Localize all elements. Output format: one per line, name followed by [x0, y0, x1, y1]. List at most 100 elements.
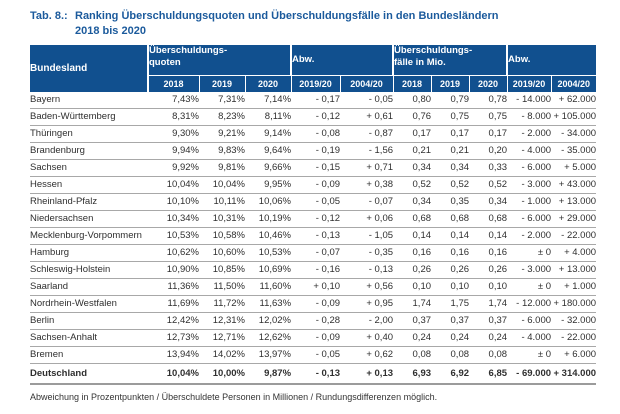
table-row: Niedersachsen 10,34% 10,31% 10,19% - 0,12 + 0…	[30, 210, 597, 228]
cell-bundesland: Thüringen	[30, 125, 148, 143]
table-row: Thüringen 9,30% 9,21% 9,14% - 0,08- 0,87 0,17…	[30, 125, 597, 143]
cell-quote-2018: 10,04%	[148, 176, 199, 194]
cell-quote-2020: 7,14%	[245, 91, 292, 109]
cell-faelle-2018: 0,34	[393, 193, 432, 211]
ranking-table: Bundesland Überschuldungs- quoten Abw. Ü…	[30, 45, 597, 385]
cell-abw-quote-2004-20: - 0,87	[340, 125, 394, 143]
cell-faelle-2020: 0,68	[469, 210, 508, 228]
cell-abw-quote-2019-20: - 0,09	[291, 295, 341, 313]
cell-abw-quote-2019-20: - 0,09	[291, 176, 341, 194]
cell-abw-faelle-2004-20: + 180.000	[551, 295, 597, 313]
cell-faelle-2019: 0,37	[431, 312, 470, 330]
cell-faelle-2020: 0,75	[469, 108, 508, 126]
cell-quote-2018: 9,30%	[148, 125, 199, 143]
cell-faelle-2018: 0,76	[393, 108, 432, 126]
cell-abw-faelle-2019-20: - 2.000	[507, 125, 552, 143]
table-row: Hamburg 10,62% 10,60% 10,53% - 0,07- 0,35 0,1…	[30, 244, 597, 262]
cell-abw-quote-2004-20: + 0,62	[340, 346, 394, 364]
cell-faelle-2019: 0,52	[431, 176, 470, 194]
cell-abw-quote-2004-20: + 0,56	[340, 278, 394, 296]
cell-quote-2020: 9,87%	[245, 362, 292, 385]
cell-quote-2018: 11,36%	[148, 278, 199, 296]
cell-quote-2018: 10,90%	[148, 261, 199, 279]
cell-quote-2018: 10,10%	[148, 193, 199, 211]
header-abw-faelle-2019-20: 2019/20	[506, 74, 552, 92]
cell-abw-quote-2004-20: + 0,40	[340, 329, 394, 347]
cell-faelle-2018: 6,93	[393, 362, 432, 385]
cell-abw-quote-2019-20: - 0,13	[291, 227, 341, 245]
cell-abw-faelle-2019-20: - 6.000	[507, 312, 552, 330]
table-header: Bundesland Überschuldungs- quoten Abw. Ü…	[30, 45, 597, 92]
cell-abw-faelle-2004-20: + 13.000	[551, 193, 597, 211]
cell-abw-faelle-2019-20: - 6.000	[507, 159, 552, 177]
cell-abw-faelle-2004-20: + 314.000	[551, 362, 597, 385]
table-row: Rheinland-Pfalz 10,10% 10,11% 10,06% - 0,05-…	[30, 193, 597, 211]
cell-abw-quote-2004-20: - 1,05	[340, 227, 394, 245]
cell-faelle-2018: 0,52	[393, 176, 432, 194]
cell-faelle-2018: 0,37	[393, 312, 432, 330]
cell-abw-faelle-2019-20: - 14.000	[507, 91, 552, 109]
cell-faelle-2020: 0,14	[469, 227, 508, 245]
cell-abw-faelle-2004-20: - 22.000	[551, 329, 597, 347]
cell-quote-2019: 10,58%	[199, 227, 245, 245]
cell-quote-2019: 8,23%	[199, 108, 245, 126]
cell-faelle-2018: 0,68	[393, 210, 432, 228]
cell-quote-2019: 10,85%	[199, 261, 245, 279]
cell-quote-2018: 10,04%	[148, 362, 199, 385]
header-faelle-2018: 2018	[392, 74, 432, 92]
cell-faelle-2019: 0,26	[431, 261, 470, 279]
cell-quote-2020: 10,46%	[245, 227, 292, 245]
cell-quote-2020: 9,64%	[245, 142, 292, 160]
header-group-quoten: Überschuldungs- quoten	[146, 45, 292, 75]
cell-quote-2019: 10,31%	[199, 210, 245, 228]
cell-faelle-2019: 0,68	[431, 210, 470, 228]
cell-quote-2018: 13,94%	[148, 346, 199, 364]
cell-abw-quote-2004-20: + 0,06	[340, 210, 394, 228]
cell-abw-quote-2004-20: - 0,07	[340, 193, 394, 211]
table-row: Sachsen 9,92% 9,81% 9,66% - 0,15 + 0,71 0,34 0,…	[30, 159, 597, 177]
cell-quote-2018: 8,31%	[148, 108, 199, 126]
table-title-text: Ranking Überschuldungsquoten und Übersch…	[75, 9, 595, 39]
header-group-row: Bundesland Überschuldungs- quoten Abw. Ü…	[30, 45, 597, 92]
cell-quote-2018: 9,92%	[148, 159, 199, 177]
cell-quote-2018: 7,43%	[148, 91, 199, 109]
cell-faelle-2018: 0,17	[393, 125, 432, 143]
cell-faelle-2020: 0,16	[469, 244, 508, 262]
cell-abw-quote-2004-20: + 0,13	[340, 362, 394, 385]
cell-faelle-2019: 1,75	[431, 295, 470, 313]
cell-abw-quote-2004-20: - 0,35	[340, 244, 394, 262]
cell-faelle-2020: 0,08	[469, 346, 508, 364]
cell-quote-2020: 8,11%	[245, 108, 292, 126]
cell-faelle-2018: 0,26	[393, 261, 432, 279]
cell-abw-faelle-2004-20: + 4.000	[551, 244, 597, 262]
cell-abw-quote-2019-20: - 0,05	[291, 346, 341, 364]
cell-faelle-2018: 1,74	[393, 295, 432, 313]
cell-quote-2018: 12,42%	[148, 312, 199, 330]
cell-quote-2020: 10,06%	[245, 193, 292, 211]
cell-faelle-2020: 0,37	[469, 312, 508, 330]
cell-faelle-2018: 0,24	[393, 329, 432, 347]
table-row: Nordrhein-Westfalen 11,69% 11,72% 11,63% - 0…	[30, 295, 597, 313]
cell-abw-faelle-2004-20: + 43.000	[551, 176, 597, 194]
cell-quote-2019: 11,50%	[199, 278, 245, 296]
cell-abw-faelle-2004-20: + 6.000	[551, 346, 597, 364]
header-faelle-2020: 2020	[468, 74, 508, 92]
header-group-abw-faelle: Abw.	[506, 45, 597, 75]
table-row: Brandenburg 9,94% 9,83% 9,64% - 0,19- 1,56 0,…	[30, 142, 597, 160]
cell-faelle-2020: 0,24	[469, 329, 508, 347]
cell-bundesland: Mecklenburg-Vorpommern	[30, 227, 148, 245]
cell-faelle-2019: 6,92	[431, 362, 470, 385]
cell-abw-faelle-2004-20: - 35.000	[551, 142, 597, 160]
cell-quote-2020: 11,60%	[245, 278, 292, 296]
cell-faelle-2020: 0,52	[469, 176, 508, 194]
header-group-faelle: Überschuldungs- fälle in Mio.	[392, 45, 508, 75]
cell-faelle-2020: 0,33	[469, 159, 508, 177]
table-body: Bayern 7,43% 7,31% 7,14% - 0,17- 0,05 0,80 0,7…	[30, 91, 597, 385]
table-title-line2: 2018 bis 2020	[75, 25, 146, 37]
cell-quote-2020: 9,66%	[245, 159, 292, 177]
cell-quote-2020: 10,69%	[245, 261, 292, 279]
cell-abw-faelle-2004-20: + 62.000	[551, 91, 597, 109]
header-quote-2020: 2020	[244, 74, 292, 92]
cell-faelle-2019: 0,75	[431, 108, 470, 126]
cell-abw-quote-2004-20: + 0,61	[340, 108, 394, 126]
